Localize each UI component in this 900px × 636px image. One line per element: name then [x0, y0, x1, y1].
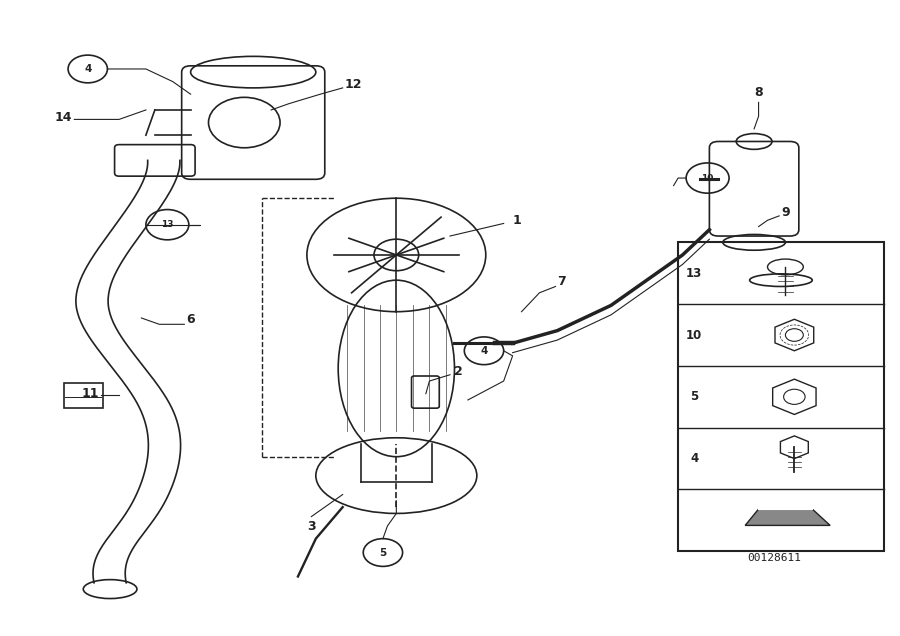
Text: 1: 1 — [513, 214, 521, 227]
Text: 4: 4 — [84, 64, 92, 74]
Text: 7: 7 — [557, 275, 566, 288]
Text: 3: 3 — [307, 520, 316, 532]
Text: 12: 12 — [345, 78, 362, 91]
Text: 10: 10 — [701, 174, 714, 183]
Text: 6: 6 — [186, 313, 194, 326]
Text: 5: 5 — [379, 548, 386, 558]
Text: 9: 9 — [781, 205, 789, 219]
Text: 5: 5 — [690, 391, 698, 403]
Text: 00128611: 00128611 — [747, 553, 801, 563]
Polygon shape — [745, 509, 830, 525]
Text: 2: 2 — [454, 365, 464, 378]
Text: 8: 8 — [754, 86, 763, 99]
Text: 14: 14 — [55, 111, 73, 124]
Text: 4: 4 — [481, 346, 488, 356]
Text: 10: 10 — [686, 329, 702, 342]
Text: 11: 11 — [82, 387, 99, 400]
Text: 4: 4 — [690, 452, 698, 465]
Text: 13: 13 — [686, 266, 702, 280]
Text: 13: 13 — [161, 220, 174, 229]
